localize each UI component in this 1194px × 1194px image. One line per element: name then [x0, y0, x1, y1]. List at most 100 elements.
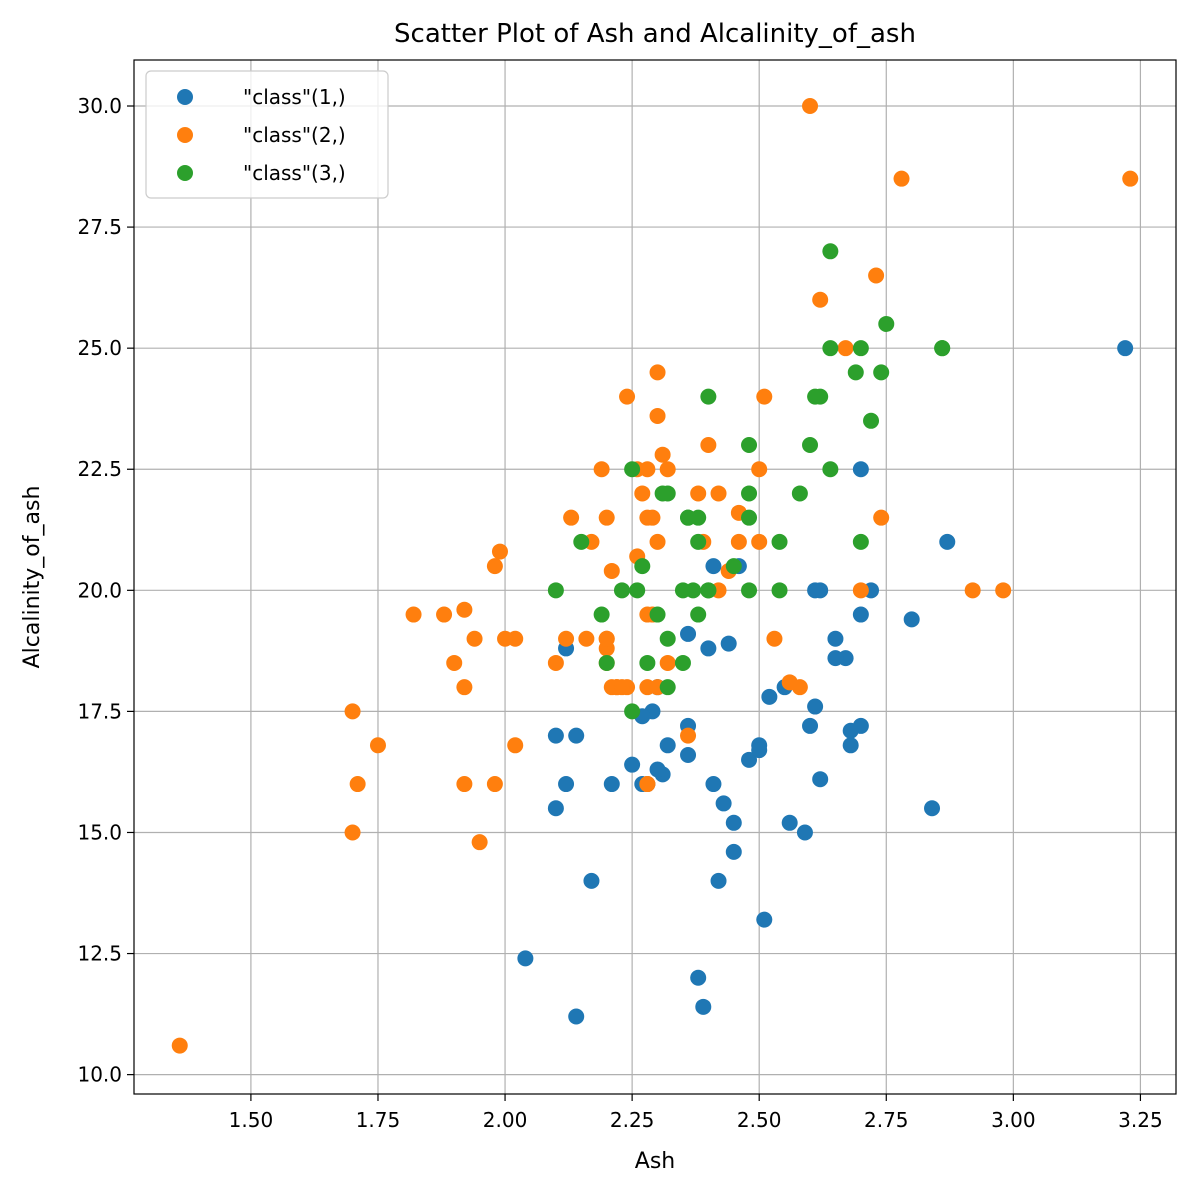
data-point — [873, 364, 890, 381]
data-point — [446, 654, 463, 671]
data-point — [507, 737, 524, 754]
axis-ticks: 1.50 1.75 2.00 2.25 2.50 2.75 3.00 3.25 10.0 12.5… — [77, 94, 1162, 1132]
data-point — [674, 654, 691, 671]
data-point — [812, 388, 829, 405]
data-point — [822, 340, 839, 357]
data-point — [613, 679, 630, 696]
data-point — [598, 630, 615, 647]
y-axis-label: Alcalinity_of_ash — [20, 486, 45, 669]
data-point — [756, 388, 773, 405]
x-tick-label: 3.00 — [991, 1108, 1036, 1132]
data-point — [680, 625, 697, 642]
data-point — [812, 771, 829, 788]
data-point — [558, 630, 575, 647]
data-point — [852, 606, 869, 623]
y-tick-label: 10.0 — [77, 1063, 122, 1087]
data-point — [807, 582, 824, 599]
data-point — [791, 485, 808, 502]
data-point — [802, 98, 819, 115]
data-point — [756, 911, 773, 928]
data-point — [171, 1037, 188, 1054]
data-point — [456, 679, 473, 696]
data-point — [781, 814, 798, 831]
legend-label: "class"(3,) — [243, 161, 346, 185]
data-point — [603, 776, 620, 793]
data-point — [695, 998, 712, 1015]
data-point — [700, 582, 717, 599]
data-point — [751, 742, 768, 759]
data-point — [751, 533, 768, 550]
data-point — [802, 437, 819, 454]
data-point — [964, 582, 981, 599]
data-point — [863, 412, 880, 429]
data-point — [730, 533, 747, 550]
x-axis-label: Ash — [635, 1149, 675, 1174]
data-point — [659, 630, 676, 647]
data-point — [659, 654, 676, 671]
x-tick-label: 1.50 — [229, 1108, 274, 1132]
data-point — [471, 834, 488, 851]
data-point — [649, 407, 666, 424]
data-point — [680, 746, 697, 763]
data-point — [497, 630, 514, 647]
data-point — [715, 795, 732, 812]
y-tick-label: 20.0 — [77, 578, 122, 602]
data-point — [842, 722, 859, 739]
data-point — [680, 509, 697, 526]
data-point — [725, 814, 742, 831]
y-tick-label: 12.5 — [77, 942, 122, 966]
data-point — [751, 461, 768, 478]
data-point — [873, 509, 890, 526]
data-point — [791, 679, 808, 696]
data-point — [517, 950, 534, 967]
data-point — [842, 737, 859, 754]
x-tick-label: 2.75 — [864, 1108, 909, 1132]
data-point — [593, 606, 610, 623]
data-point — [649, 606, 666, 623]
data-point — [710, 485, 727, 502]
series-2-points — [171, 98, 1139, 1054]
data-point — [619, 388, 636, 405]
data-point — [807, 698, 824, 715]
data-point — [634, 558, 651, 575]
data-point — [705, 776, 722, 793]
series-3-points — [547, 243, 951, 720]
data-point — [547, 582, 564, 599]
legend: "class"(1,) "class"(2,) "class"(3,) — [145, 70, 389, 199]
data-point — [649, 364, 666, 381]
data-point — [369, 737, 386, 754]
data-point — [634, 485, 651, 502]
data-point — [349, 776, 366, 793]
data-point — [741, 751, 758, 768]
data-point — [766, 630, 783, 647]
legend-label: "class"(1,) — [243, 85, 346, 109]
data-point — [639, 776, 656, 793]
data-point — [741, 582, 758, 599]
data-point — [603, 562, 620, 579]
data-point — [822, 243, 839, 260]
data-point — [771, 582, 788, 599]
data-point — [558, 776, 575, 793]
data-point — [878, 315, 895, 332]
data-point — [578, 630, 595, 647]
data-point — [486, 558, 503, 575]
data-point — [491, 543, 508, 560]
data-point — [852, 461, 869, 478]
data-point — [547, 654, 564, 671]
data-point — [837, 340, 854, 357]
data-point — [761, 688, 778, 705]
data-point — [568, 727, 585, 744]
data-point — [995, 582, 1012, 599]
data-point — [852, 340, 869, 357]
legend-marker — [177, 165, 193, 181]
data-point — [934, 340, 951, 357]
x-tick-label: 2.25 — [610, 1108, 655, 1132]
y-tick-label: 22.5 — [77, 457, 122, 481]
data-point — [613, 582, 630, 599]
data-point — [680, 727, 697, 744]
data-point — [710, 872, 727, 889]
data-point — [690, 533, 707, 550]
data-point — [593, 461, 610, 478]
legend-frame — [145, 70, 389, 199]
data-point — [598, 654, 615, 671]
